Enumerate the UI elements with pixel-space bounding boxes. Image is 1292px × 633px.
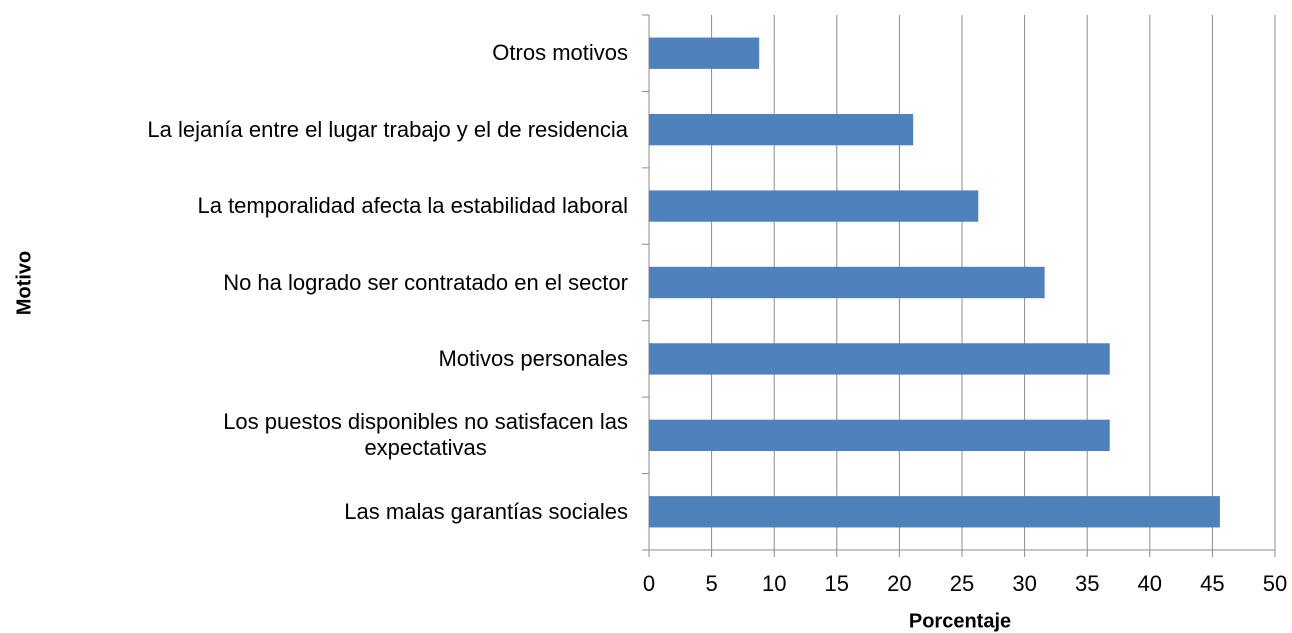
- y-axis-title: Motivo: [13, 251, 35, 315]
- x-tick-label: 20: [887, 571, 911, 596]
- x-tick-label: 25: [950, 571, 974, 596]
- x-tick-label: 10: [762, 571, 786, 596]
- bar: [649, 113, 914, 146]
- x-tick-label: 35: [1075, 571, 1099, 596]
- x-axis-title: Porcentaje: [909, 610, 1011, 632]
- y-tick-label: Otros motivos: [492, 40, 628, 66]
- x-tick-label: 45: [1200, 571, 1224, 596]
- x-tick-label: 40: [1138, 571, 1162, 596]
- bar: [649, 419, 1110, 452]
- x-tick-label: 0: [643, 571, 655, 596]
- bar: [649, 343, 1110, 375]
- x-tick-label: 30: [1012, 571, 1036, 596]
- y-tick-label: No ha logrado ser contratado en el secto…: [223, 269, 628, 295]
- y-tick-label: Los puestos disponibles no satisfacen la…: [223, 409, 628, 461]
- x-tick-label: 5: [705, 571, 717, 596]
- y-tick-label: La temporalidad afecta la estabilidad la…: [197, 193, 628, 219]
- y-tick-label: Motivos personales: [438, 345, 628, 371]
- x-tick-label: 50: [1263, 571, 1287, 596]
- bar: [649, 190, 979, 222]
- bar: [649, 37, 760, 69]
- y-tick-label: La lejanía entre el lugar trabajo y el d…: [147, 116, 628, 142]
- x-tick-label: 15: [825, 571, 849, 596]
- bar: [649, 496, 1220, 528]
- bar: [649, 266, 1045, 299]
- y-tick-label: Las malas garantías sociales: [344, 498, 628, 524]
